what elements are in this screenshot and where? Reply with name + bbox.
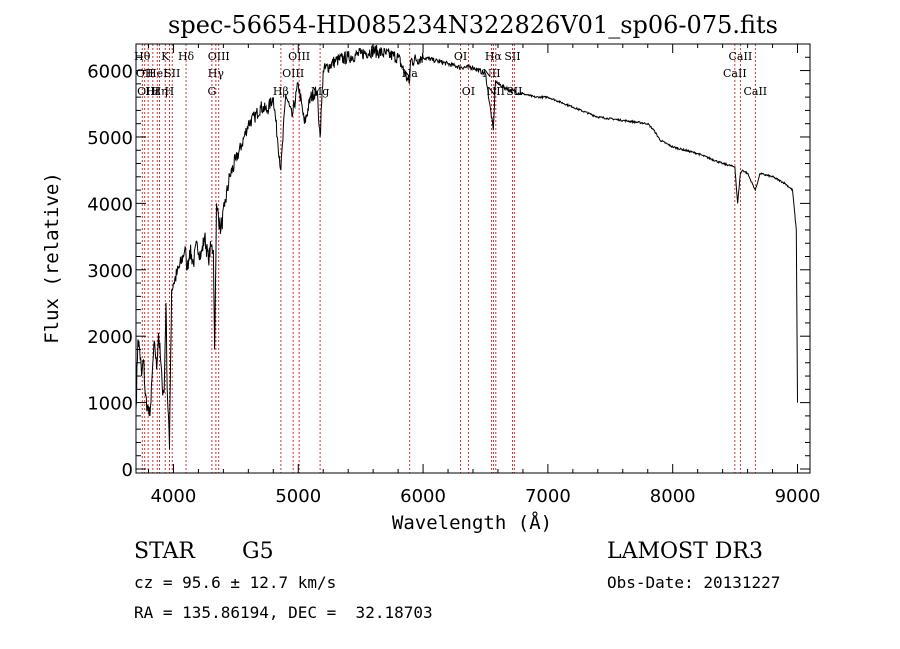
y-tick-label-4: 4000	[87, 194, 133, 215]
line-label-8: SII	[164, 67, 180, 80]
ra-dec: RA = 135.86194, DEC = 32.18703	[134, 603, 433, 622]
x-axis-ticks: 4000 5000 6000 7000 8000 9000	[147, 44, 821, 507]
y-axis-label: Flux (relative)	[41, 172, 63, 344]
line-label-22: NII	[487, 85, 505, 98]
line-label-3: Hε	[145, 85, 161, 98]
y-tick-label-3: 3000	[87, 261, 133, 282]
line-label-7: H	[165, 85, 175, 98]
subclass: G5	[242, 539, 274, 564]
line-label-26: CaII	[729, 50, 753, 63]
y-tick-label-6: 6000	[87, 62, 133, 83]
redshift-velocity: cz = 95.6 ± 12.7 km/s	[134, 573, 337, 592]
y-tick-label-0: 0	[122, 460, 133, 481]
line-label-12: OIII	[208, 50, 230, 63]
line-label-19: OI	[462, 85, 475, 98]
emission-line-markers	[141, 44, 756, 473]
line-label-10: G	[207, 85, 216, 98]
line-label-21: Hα	[485, 50, 503, 63]
x-axis-label: Wavelength (Å)	[392, 511, 552, 534]
line-label-27: CaII	[743, 85, 767, 98]
line-label-6: K	[161, 50, 170, 63]
line-label-20: NII	[482, 67, 500, 80]
x-tick-label-2: 6000	[400, 486, 446, 507]
line-label-13: Hβ	[273, 85, 289, 98]
obs-date: Obs-Date: 20131227	[607, 573, 781, 592]
line-label-4: HeI	[147, 67, 167, 80]
chart-title: spec-56654-HD085234N322826V01_sp06-075.f…	[168, 11, 778, 39]
line-label-18: OI	[454, 50, 467, 63]
y-tick-label-5: 5000	[87, 128, 133, 149]
line-label-15: OIII	[288, 50, 310, 63]
line-label-25: CaII	[723, 67, 747, 80]
x-tick-label-3: 7000	[525, 486, 571, 507]
x-tick-label-0: 4000	[151, 486, 197, 507]
y-axis-ticks: 0 1000 2000 3000 4000 5000 6000	[87, 56, 810, 481]
survey-name: LAMOST DR3	[607, 539, 763, 564]
line-label-9: Hδ	[178, 50, 195, 63]
line-label-0: Hθ	[134, 50, 151, 63]
line-label-11: Hγ	[208, 67, 225, 80]
y-tick-label-1: 1000	[87, 394, 133, 415]
line-label-2: OIII	[137, 85, 159, 98]
x-tick-label-1: 5000	[275, 486, 321, 507]
line-label-14: OIII	[282, 67, 304, 80]
object-class: STAR	[134, 539, 195, 564]
line-label-5: Hη	[151, 85, 167, 98]
emission-line-labels: HθOIIOIIIHεHeIHηKHSIIHδGHγOIIIHβOIIIOIII…	[134, 50, 767, 98]
y-tick-label-2: 2000	[87, 327, 133, 348]
line-label-23: SII	[504, 50, 520, 63]
spectrum-line	[135, 44, 798, 450]
plot-frame	[135, 43, 811, 474]
x-tick-label-5: 9000	[775, 486, 821, 507]
x-tick-label-4: 8000	[650, 486, 696, 507]
